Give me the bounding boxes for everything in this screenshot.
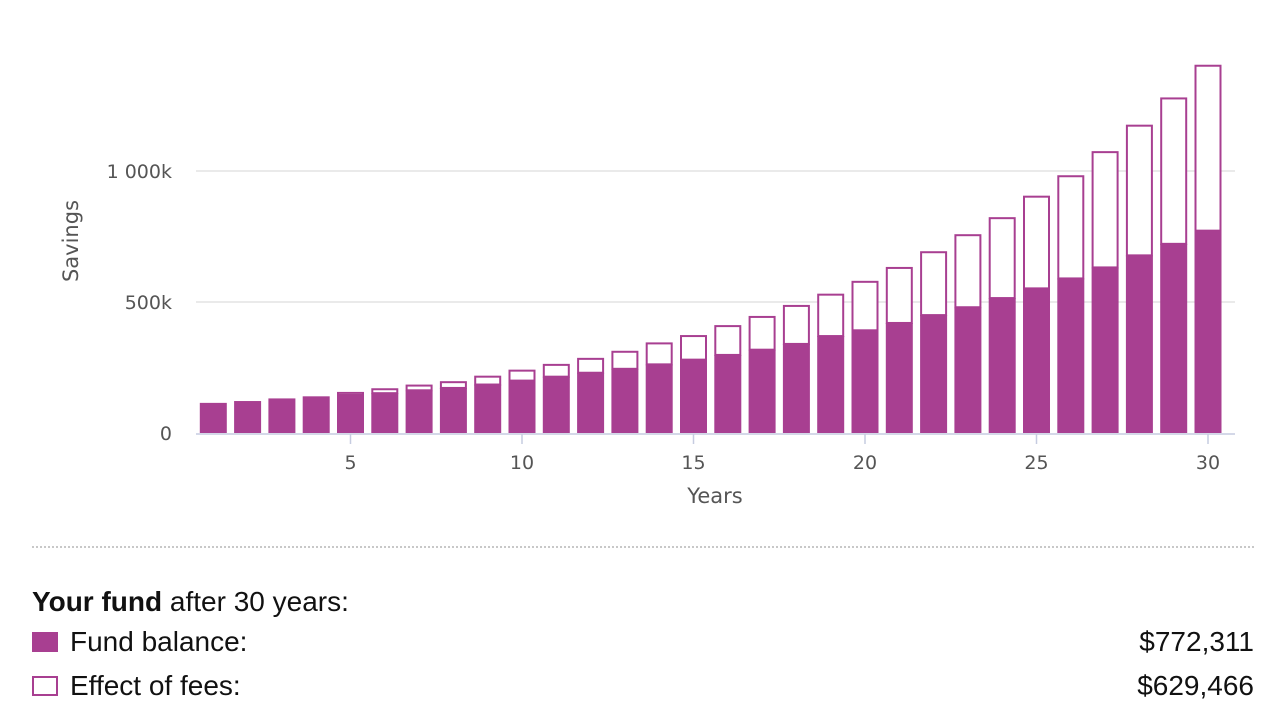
fund-balance-bar — [268, 398, 296, 433]
fund-balance-bar — [1125, 255, 1153, 433]
effect-of-fees-bar — [405, 384, 433, 392]
summary-title: Your fund after 30 years: — [32, 586, 1254, 618]
effect-of-fees-bar — [851, 280, 879, 332]
fund-balance-bar — [405, 390, 433, 433]
effect-of-fees-bar — [920, 251, 948, 317]
fund-balance-bar — [234, 401, 262, 433]
effect-of-fees-bar — [782, 304, 810, 345]
effect-of-fees-bar — [680, 335, 707, 361]
x-axis: 5 10 15 20 25 30 — [196, 433, 1235, 474]
effect-of-fees-bar — [508, 369, 536, 382]
effect-of-fees-bar — [371, 388, 399, 395]
fund-balance-bar — [302, 396, 330, 433]
fund-balance-bar — [680, 359, 707, 433]
fund-balance-bar — [714, 354, 742, 433]
fund-balance-bar — [199, 402, 227, 433]
fund-balance-bar — [371, 393, 399, 433]
x-tick-label: 25 — [1024, 452, 1048, 474]
fund-balance-bar — [1091, 267, 1119, 433]
y-tick-label: 1 000k — [107, 161, 172, 183]
effect-of-fees-swatch — [32, 676, 58, 696]
effect-of-fees-bar — [1091, 151, 1119, 269]
fund-balance-bar — [577, 372, 605, 433]
fund-balance-bar — [988, 298, 1016, 433]
x-axis-title: Years — [686, 484, 742, 508]
summary-title-rest: after 30 years: — [162, 586, 349, 617]
effect-of-fees-bar — [337, 391, 364, 397]
effect-of-fees-bar — [954, 234, 982, 309]
fund-balance-label: Fund balance: — [70, 626, 248, 657]
effect-of-fees-row: Effect of fees: $629,466 — [32, 666, 1254, 706]
fund-balance-row: Fund balance: $772,311 — [32, 622, 1254, 662]
fund-balance-bar — [782, 343, 810, 433]
fund-balance-bar — [920, 315, 948, 433]
divider — [32, 546, 1254, 548]
effect-of-fees-bar — [474, 375, 502, 386]
effect-of-fees-bar — [542, 363, 570, 378]
x-tick-label: 15 — [681, 452, 705, 474]
effect-of-fees-bar — [1160, 97, 1188, 245]
y-axis-title: Savings — [59, 200, 83, 282]
fund-balance-bar — [542, 376, 570, 433]
fund-balance-bar — [851, 330, 879, 433]
effect-of-fees-bar — [1194, 64, 1222, 232]
fund-balance-bar — [817, 336, 845, 433]
fund-balance-bar — [474, 384, 502, 433]
effect-of-fees-bar — [817, 293, 845, 338]
effect-of-fees-bar — [988, 217, 1016, 300]
effect-of-fees-bar — [748, 315, 776, 351]
fund-balance-bar — [645, 364, 673, 433]
y-tick-label: 500k — [125, 292, 172, 314]
effect-of-fees-bar — [714, 325, 742, 356]
effect-of-fees-bar — [885, 266, 913, 324]
fund-balance-bar — [1057, 278, 1085, 433]
effect-of-fees-bar — [1057, 175, 1085, 280]
effect-of-fees-bar — [439, 381, 467, 389]
savings-chart: 5 10 15 20 25 30 0 500k 1 000k Savings Years — [59, 64, 1235, 508]
effect-of-fees-bar — [1125, 124, 1153, 257]
x-tick-label: 10 — [510, 452, 534, 474]
effect-of-fees-label: Effect of fees: — [70, 670, 241, 701]
fund-balance-bar — [885, 322, 913, 433]
fund-balance-bar — [611, 368, 639, 433]
effect-of-fees-bar — [1023, 195, 1050, 290]
fund-balance-bar — [954, 307, 982, 433]
bars — [199, 64, 1222, 433]
x-tick-label: 30 — [1196, 452, 1220, 474]
fund-balance-bar — [1194, 230, 1222, 433]
fund-balance-bar — [508, 380, 536, 433]
x-tick-label: 20 — [853, 452, 877, 474]
summary-title-bold: Your fund — [32, 586, 163, 617]
fund-balance-bar — [439, 387, 467, 433]
effect-of-fees-bar — [611, 350, 639, 370]
fund-balance-bar — [1023, 288, 1050, 433]
effect-of-fees-bar — [645, 342, 673, 366]
y-axis: 0 500k 1 000k — [107, 161, 172, 445]
effect-of-fees-bar — [577, 357, 605, 374]
y-tick-label: 0 — [160, 423, 172, 445]
fund-balance-value: $772,311 — [1139, 626, 1254, 657]
fund-balance-bar — [748, 349, 776, 433]
fund-balance-swatch — [32, 632, 58, 652]
effect-of-fees-value: $629,466 — [1137, 670, 1254, 701]
x-tick-label: 5 — [344, 452, 356, 474]
fund-balance-bar — [1160, 243, 1188, 433]
fund-balance-bar — [337, 395, 364, 433]
